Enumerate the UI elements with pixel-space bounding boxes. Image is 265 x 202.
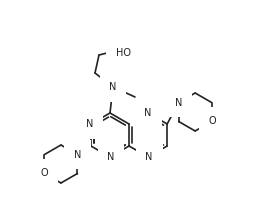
Text: N: N xyxy=(145,152,153,162)
Text: N: N xyxy=(107,152,115,162)
Text: N: N xyxy=(144,108,152,118)
Text: N: N xyxy=(109,82,117,92)
Text: O: O xyxy=(41,168,48,179)
Text: HO: HO xyxy=(116,48,131,58)
Text: N: N xyxy=(175,98,182,107)
Text: O: O xyxy=(209,117,217,126)
Text: N: N xyxy=(86,119,94,129)
Text: N: N xyxy=(74,149,81,160)
